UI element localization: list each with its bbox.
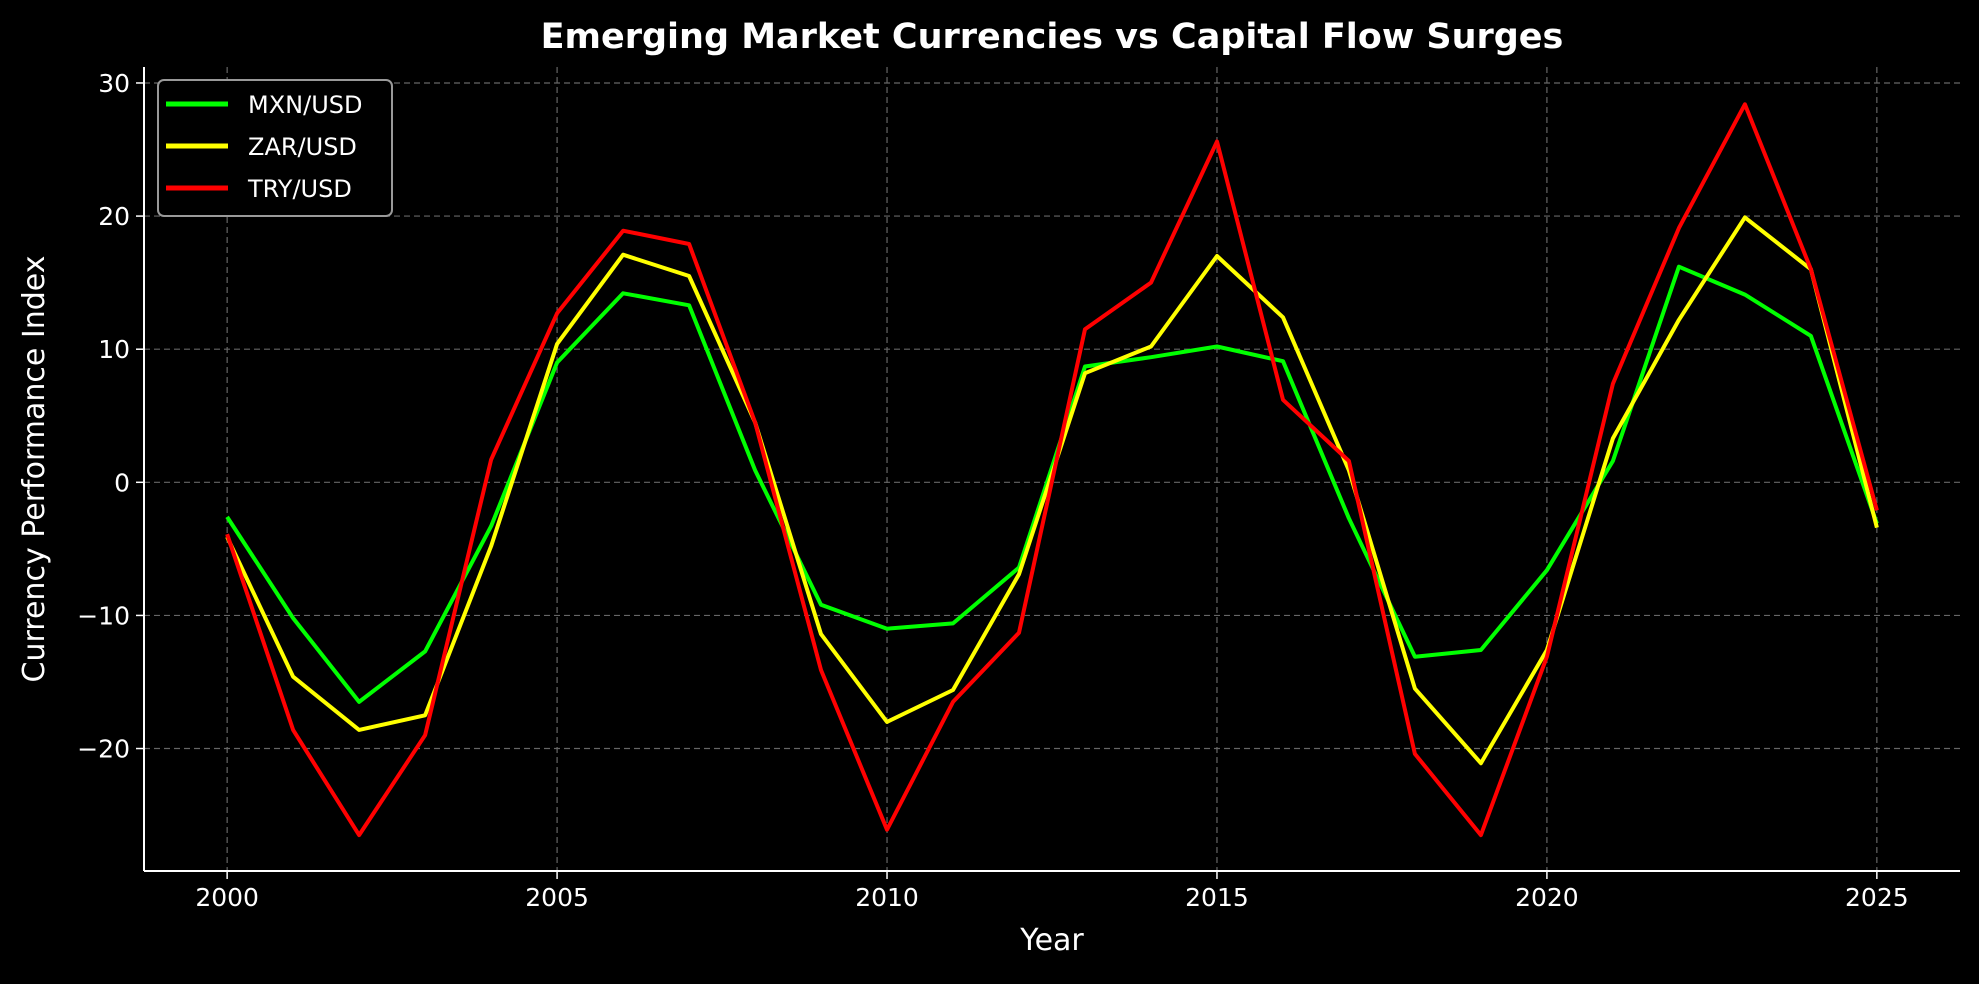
- y-tick-label: 0: [114, 468, 130, 497]
- legend-label: ZAR/USD: [248, 133, 357, 161]
- y-axis-label: Currency Performance Index: [17, 256, 52, 683]
- x-tick-label: 2020: [1515, 883, 1579, 912]
- grid: [144, 67, 1960, 871]
- y-tick-label: 20: [98, 202, 130, 231]
- y-tick-label: −20: [77, 735, 130, 764]
- legend-label: TRY/USD: [247, 175, 352, 203]
- x-tick-label: 2000: [195, 883, 259, 912]
- legend-label: MXN/USD: [248, 91, 362, 119]
- x-tick-label: 2025: [1845, 883, 1909, 912]
- x-tick-label: 2010: [855, 883, 919, 912]
- x-axis-label: Year: [1019, 923, 1084, 958]
- series-lines: [225, 102, 1879, 838]
- y-tick-label: 30: [98, 69, 130, 98]
- x-tick-label: 2005: [525, 883, 589, 912]
- chart-title: Emerging Market Currencies vs Capital Fl…: [541, 17, 1564, 57]
- legend-box: [157, 79, 393, 217]
- x-tick-label: 2015: [1185, 883, 1249, 912]
- series-line-try-usd: [225, 102, 1879, 838]
- y-tick-label: 10: [98, 335, 130, 364]
- legend: MXN/USD ZAR/USD TRY/USD: [157, 79, 393, 217]
- y-tick-label: −10: [77, 601, 130, 630]
- axes: 2000 2005 2010 2015 2020 2025 −20 −10 0 10 20 30: [77, 67, 1960, 912]
